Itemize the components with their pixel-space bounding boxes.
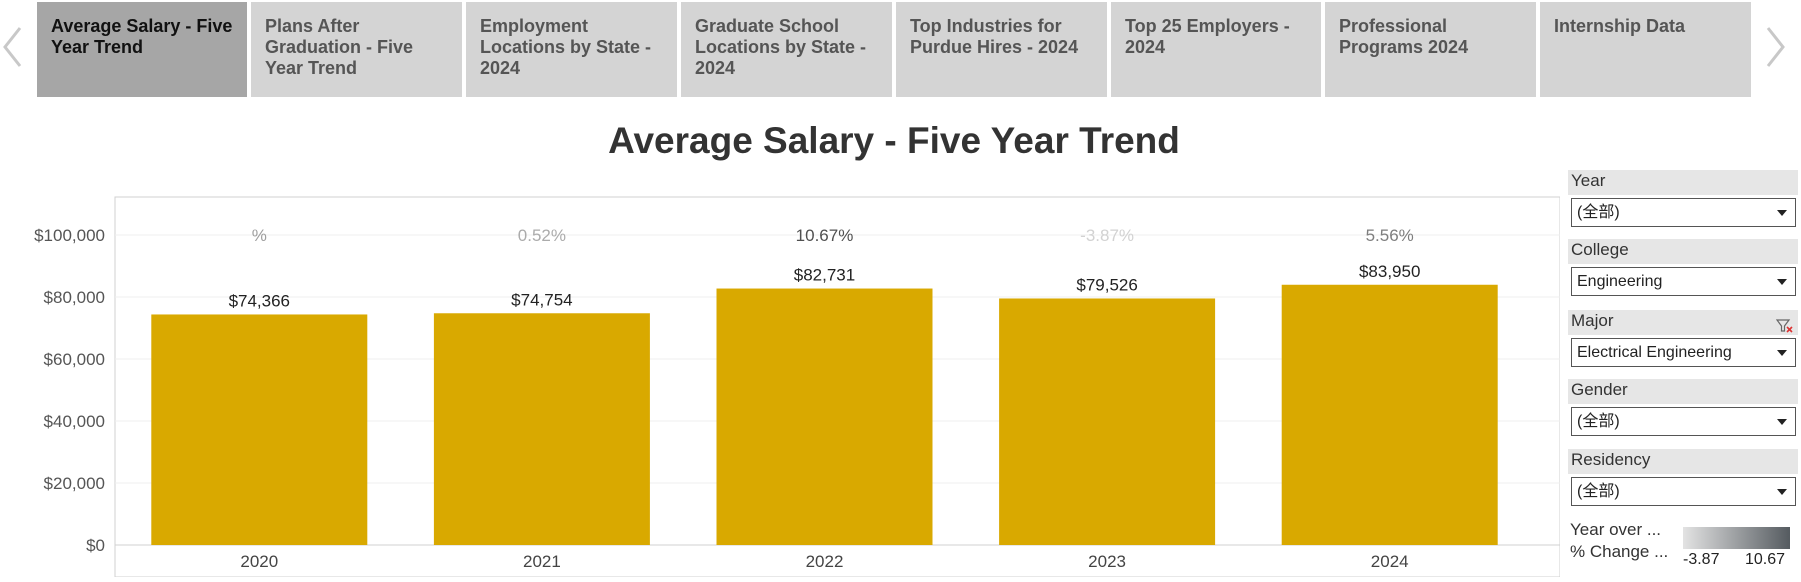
pct-change-label: %	[252, 226, 267, 245]
color-legend-title: Year over ...	[1570, 520, 1662, 539]
y-tick-label: $80,000	[44, 288, 105, 307]
college-filter-value: Engineering	[1577, 273, 1663, 290]
pct-change-label: 10.67%	[796, 226, 854, 245]
next-tab-arrow-icon[interactable]	[1764, 22, 1788, 72]
bar-value-label: $74,754	[511, 290, 572, 309]
bar-value-label: $83,950	[1359, 262, 1420, 281]
y-tick-label: $60,000	[44, 350, 105, 369]
bar-value-label: $82,731	[794, 266, 855, 285]
tab-professional-programs[interactable]: Professional Programs 2024	[1325, 2, 1536, 97]
chevron-down-icon	[1777, 210, 1787, 216]
year-filter-label: Year	[1568, 170, 1798, 195]
gender-filter-dropdown[interactable]: (全部)	[1571, 407, 1796, 436]
y-tick-label: $40,000	[44, 412, 105, 431]
color-legend-max: 10.67	[1745, 551, 1786, 568]
major-filter-value: Electrical Engineering	[1577, 344, 1732, 361]
tab-label: Plans After Graduation - Five Year Trend	[265, 16, 414, 78]
previous-tab-arrow-icon[interactable]	[0, 22, 24, 72]
residency-filter-value: (全部)	[1577, 483, 1620, 500]
y-tick-label: $0	[86, 536, 105, 555]
tab-label: Graduate School Locations by State - 202…	[695, 16, 867, 78]
x-tick-label: 2024	[1371, 552, 1409, 571]
chevron-down-icon	[1777, 419, 1787, 425]
tab-label: Average Salary - Five Year Trend	[51, 16, 233, 57]
chart-svg: $0 $20,000 $40,000 $60,000 $80,000 $100,000 $7…	[34, 196, 1561, 578]
college-filter-label: College	[1568, 239, 1798, 264]
tab-plans-after-graduation[interactable]: Plans After Graduation - Five Year Trend	[251, 2, 462, 97]
tab-internship-data[interactable]: Internship Data	[1540, 2, 1751, 97]
tab-average-salary[interactable]: Average Salary - Five Year Trend	[37, 2, 247, 97]
tab-graduate-school-locations[interactable]: Graduate School Locations by State - 202…	[681, 2, 892, 97]
chevron-down-icon	[1777, 279, 1787, 285]
tab-label: Professional Programs 2024	[1339, 16, 1469, 57]
tab-top-employers[interactable]: Top 25 Employers - 2024	[1111, 2, 1321, 97]
tab-top-industries[interactable]: Top Industries for Purdue Hires - 2024	[896, 2, 1107, 97]
clear-filter-icon[interactable]	[1775, 318, 1794, 339]
color-legend-subtitle: % Change ...	[1570, 542, 1669, 561]
pct-change-label: 5.56%	[1366, 226, 1414, 245]
chevron-down-icon	[1777, 350, 1787, 356]
bar-value-label: $74,366	[229, 291, 290, 310]
major-filter-label: Major	[1568, 310, 1798, 335]
color-legend-ramp	[1683, 527, 1790, 549]
year-filter-value: (全部)	[1577, 204, 1620, 221]
page-title: Average Salary - Five Year Trend	[608, 120, 1180, 161]
x-tick-label: 2022	[806, 552, 844, 571]
gender-filter-label: Gender	[1568, 379, 1798, 404]
y-tick-label: $100,000	[34, 226, 105, 245]
bar-value-label: $79,526	[1076, 275, 1137, 294]
residency-filter-label: Residency	[1568, 449, 1798, 474]
pct-change-label: -3.87%	[1080, 226, 1134, 245]
bar	[716, 288, 933, 545]
salary-bar-chart: $0 $20,000 $40,000 $60,000 $80,000 $100,000 $7…	[0, 195, 1561, 578]
year-filter-dropdown[interactable]: (全部)	[1571, 198, 1796, 227]
x-tick-label: 2020	[240, 552, 278, 571]
residency-filter-dropdown[interactable]: (全部)	[1571, 477, 1796, 506]
x-tick-label: 2021	[523, 552, 561, 571]
color-legend-min: -3.87	[1683, 551, 1720, 568]
bar	[433, 313, 650, 545]
college-filter-dropdown[interactable]: Engineering	[1571, 267, 1796, 296]
chevron-down-icon	[1777, 489, 1787, 495]
tab-label: Top 25 Employers - 2024	[1125, 16, 1290, 57]
y-tick-label: $20,000	[44, 474, 105, 493]
tab-label: Top Industries for Purdue Hires - 2024	[910, 16, 1079, 57]
pct-change-label: 0.52%	[518, 226, 566, 245]
bar	[1281, 284, 1498, 545]
tab-label: Internship Data	[1554, 16, 1686, 36]
gender-filter-value: (全部)	[1577, 413, 1620, 430]
bar	[999, 298, 1216, 545]
x-tick-label: 2023	[1088, 552, 1126, 571]
major-filter-dropdown[interactable]: Electrical Engineering	[1571, 338, 1796, 367]
tab-employment-locations[interactable]: Employment Locations by State - 2024	[466, 2, 677, 97]
tab-label: Employment Locations by State - 2024	[480, 16, 652, 78]
bar	[151, 314, 368, 545]
